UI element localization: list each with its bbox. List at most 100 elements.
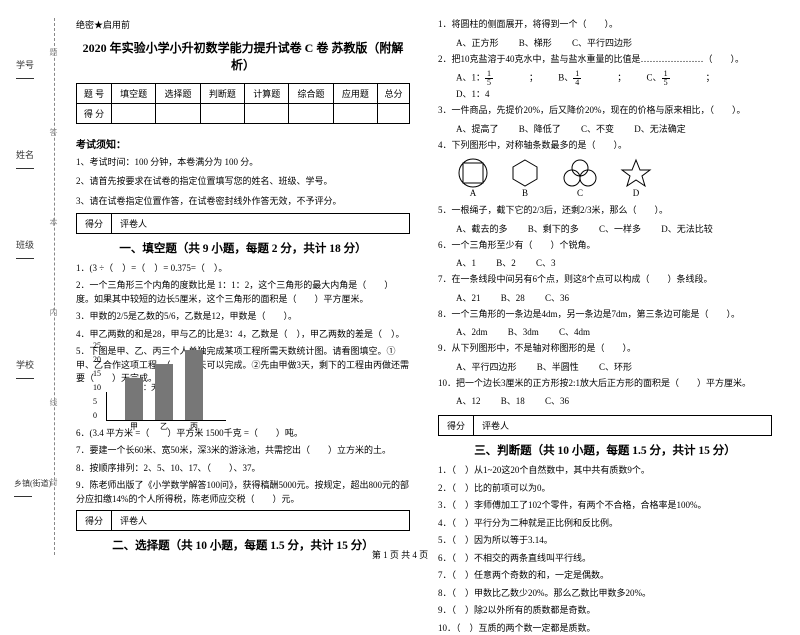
score-cell xyxy=(289,104,333,124)
choice-opts: A、1：15； B、14； C、15； D、1：4 xyxy=(438,70,772,100)
choice-q: 5．一根绳子，截下它的2/3后，还剩2/3米，那么（ ）。 xyxy=(438,204,772,218)
paper-title: 2020 年实验小学小升初数学能力提升试卷 C 卷 苏教版（附解析） xyxy=(76,39,410,73)
score-row-label: 得 分 xyxy=(77,104,112,124)
opt: A、提高了 xyxy=(456,122,499,135)
binding-label: 乡镇(街道) xyxy=(14,478,51,499)
score-cell xyxy=(112,104,156,124)
choice-opts: A、12 B、18 C、36 xyxy=(438,394,772,407)
shape-square: A xyxy=(458,158,488,198)
opt: B、半圆性 xyxy=(537,360,579,373)
opt: C、平行四边形 xyxy=(572,36,632,49)
choice-q: 4．下列图形中，对称轴条数最多的是（ ）。 xyxy=(438,139,772,153)
score-cell xyxy=(245,104,289,124)
xlabel: 丙 xyxy=(185,421,203,432)
cut-char: 答 xyxy=(48,128,59,136)
opt: D、无法比较 xyxy=(661,222,713,235)
xlabel: 甲 xyxy=(125,421,143,432)
bar-chart: 单位：天 25 20 15 10 5 0 甲 乙 丙 xyxy=(106,392,226,421)
opt: A、2dm xyxy=(456,325,488,338)
ytick: 15 xyxy=(93,369,101,378)
cut-char: 本 xyxy=(48,218,59,226)
choice-q: 2．把10克盐溶于40克水中，盐与盐水重量的比值是…………………（ ）。 xyxy=(438,53,772,67)
right-column: 1．将圆柱的侧面展开，将得到一个（ ）。 A、正方形 B、梯形 C、平行四边形 … xyxy=(424,18,786,555)
score-table: 题 号 填空题 选择题 判断题 计算题 综合题 应用题 总分 得 分 xyxy=(76,83,410,124)
judge-q: 9．（ ）除2以外所有的质数都是奇数。 xyxy=(438,604,772,618)
score-header: 判断题 xyxy=(200,84,244,104)
opt: A、平行四边形 xyxy=(456,360,517,373)
judge-q: 3．（ ）李师傅加工了102个零件，有两个不合格，合格率是100%。 xyxy=(438,499,772,513)
scorebox-score: 得分 xyxy=(77,511,112,530)
score-cell xyxy=(378,104,410,124)
bar xyxy=(185,350,203,420)
opt: B、14； xyxy=(558,70,626,87)
ytick: 10 xyxy=(93,383,101,392)
opt: C、环形 xyxy=(599,360,632,373)
fill-q: 1．(3 ÷（ ）=（ ）= 0.375=（ ）。 xyxy=(76,262,410,276)
choice-opts: A、提高了 B、降低了 C、不变 D、无法确定 xyxy=(438,122,772,135)
shape-hexagon: B xyxy=(510,158,540,198)
scorebox-score: 得分 xyxy=(439,416,474,435)
cut-char: 线 xyxy=(48,398,59,406)
binding-margin: 学号 姓名 班级 学校 乡镇(街道) 题 答 本 内 线 封 xyxy=(14,18,62,555)
opt: C、4dm xyxy=(559,325,590,338)
ytick: 20 xyxy=(93,355,101,364)
choice-q: 1．将圆柱的侧面展开，将得到一个（ ）。 xyxy=(438,18,772,32)
opt: A、截去的多 xyxy=(456,222,508,235)
fill-q: 3．甲数的2/5是乙数的5/6，乙数是12，甲数是（ ）。 xyxy=(76,310,410,324)
score-header: 选择题 xyxy=(156,84,200,104)
notice-item: 1、考试时间：100 分钟，本卷满分为 100 分。 xyxy=(76,155,410,170)
opt: A、1 xyxy=(456,256,476,269)
score-header: 综合题 xyxy=(289,84,333,104)
choice-q: 10．把一个边长3厘米的正方形按2:1放大后正方形的面积是（ ）平方厘米。 xyxy=(438,377,772,391)
opt: B、18 xyxy=(501,394,525,407)
score-cell xyxy=(333,104,377,124)
binding-label: 姓名 xyxy=(16,148,34,171)
opt: C、36 xyxy=(545,291,569,304)
binding-label: 学校 xyxy=(16,358,34,381)
notice-heading: 考试须知： xyxy=(76,136,410,151)
opt: C、36 xyxy=(545,394,569,407)
score-header: 总分 xyxy=(378,84,410,104)
scorebox-grader: 评卷人 xyxy=(112,511,155,530)
scorebox-grader: 评卷人 xyxy=(112,214,155,233)
judge-q: 8．（ ）甲数比乙数少20%。那么乙数比甲数多20%。 xyxy=(438,587,772,601)
opt: B、梯形 xyxy=(519,36,552,49)
judge-q: 7．（ ）任意两个奇数的和，一定是偶数。 xyxy=(438,569,772,583)
choice-q: 8．一个三角形的一条边是4dm，另一条边是7dm，第三条边可能是（ ）。 xyxy=(438,308,772,322)
section-scorebox: 得分 评卷人 xyxy=(76,213,410,234)
left-column: 绝密★启用前 2020 年实验小学小升初数学能力提升试卷 C 卷 苏教版（附解析… xyxy=(62,18,424,555)
cut-char: 封 xyxy=(48,478,59,486)
judge-q: 10．（ ）互质的两个数一定都是质数。 xyxy=(438,622,772,635)
opt: A、21 xyxy=(456,291,481,304)
fill-q: 7．要建一个长60米、宽50米，深3米的游泳池，共需挖出（ ）立方米的土。 xyxy=(76,444,410,458)
binding-label: 学号 xyxy=(16,58,34,81)
judge-q: 1．（ ）从1~20这20个自然数中，其中共有质数9个。 xyxy=(438,464,772,478)
choice-q: 6．一个三角形至少有（ ）个锐角。 xyxy=(438,239,772,253)
notice-item: 2、请首先按要求在试卷的指定位置填写您的姓名、班级、学号。 xyxy=(76,174,410,189)
opt: B、2 xyxy=(496,256,516,269)
choice-opts: A、21 B、28 C、36 xyxy=(438,291,772,304)
score-cell xyxy=(200,104,244,124)
choice-opts: A、平行四边形 B、半圆性 C、环形 xyxy=(438,360,772,373)
opt: B、28 xyxy=(501,291,525,304)
opt: C、不变 xyxy=(581,122,614,135)
opt: A、正方形 xyxy=(456,36,499,49)
fill-q: 9．陈老师出版了《小学数学解答100问》，获得稿酬5000元。按规定，超出800… xyxy=(76,479,410,506)
ytick: 25 xyxy=(93,341,101,350)
bar xyxy=(125,378,143,420)
opt: A、1：15； xyxy=(456,70,538,87)
xlabel: 乙 xyxy=(155,421,173,432)
section-scorebox: 得分 评卷人 xyxy=(76,510,410,531)
choice-opts: A、截去的多 B、剩下的多 C、一样多 D、无法比较 xyxy=(438,222,772,235)
opt: D、无法确定 xyxy=(634,122,686,135)
ytick: 0 xyxy=(93,411,97,420)
section-fill-title: 一、填空题（共 9 小题，每题 2 分，共计 18 分） xyxy=(76,240,410,256)
choice-q: 7．在一条线段中间另有6个点，则这8个点可以构成（ ）条线段。 xyxy=(438,273,772,287)
bar xyxy=(155,364,173,420)
page-footer: 第 1 页 共 4 页 xyxy=(0,548,800,561)
section-judge-title: 三、判断题（共 10 小题，每题 1.5 分，共计 15 分） xyxy=(438,442,772,458)
judge-q: 4．（ ）平行分为二种就是正比例和反比例。 xyxy=(438,517,772,531)
choice-opts: A、2dm B、3dm C、4dm xyxy=(438,325,772,338)
notice-item: 3、请在试卷指定位置作答，在试卷密封线外作答无效，不予评分。 xyxy=(76,194,410,209)
score-header: 应用题 xyxy=(333,84,377,104)
